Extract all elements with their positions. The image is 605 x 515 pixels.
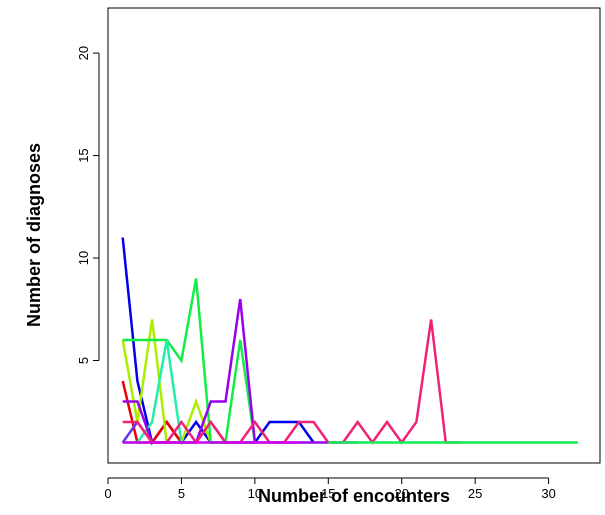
y-tick-label: 15 (76, 148, 91, 162)
x-tick-label: 5 (178, 486, 185, 501)
x-tick-label: 30 (541, 486, 555, 501)
x-axis-title: Number of encounters (258, 486, 450, 506)
x-tick-label: 15 (321, 486, 335, 501)
y-axis-title: Number of diagnoses (24, 143, 44, 327)
x-tick-label: 0 (104, 486, 111, 501)
x-tick-label: 10 (248, 486, 262, 501)
series-line-4 (122, 278, 257, 444)
y-axis: 5 10 15 20 (76, 46, 100, 364)
plot-frame (107, 7, 601, 464)
series-layer (121, 237, 578, 446)
y-tick-label: 5 (76, 357, 91, 364)
x-tick-label: 20 (394, 486, 408, 501)
y-tick-label: 10 (76, 251, 91, 265)
x-tick-label: 25 (468, 486, 482, 501)
x-axis: 0 5 10 15 20 25 30 (104, 477, 556, 501)
y-tick-label: 20 (76, 46, 91, 60)
series-line-8 (122, 319, 461, 445)
